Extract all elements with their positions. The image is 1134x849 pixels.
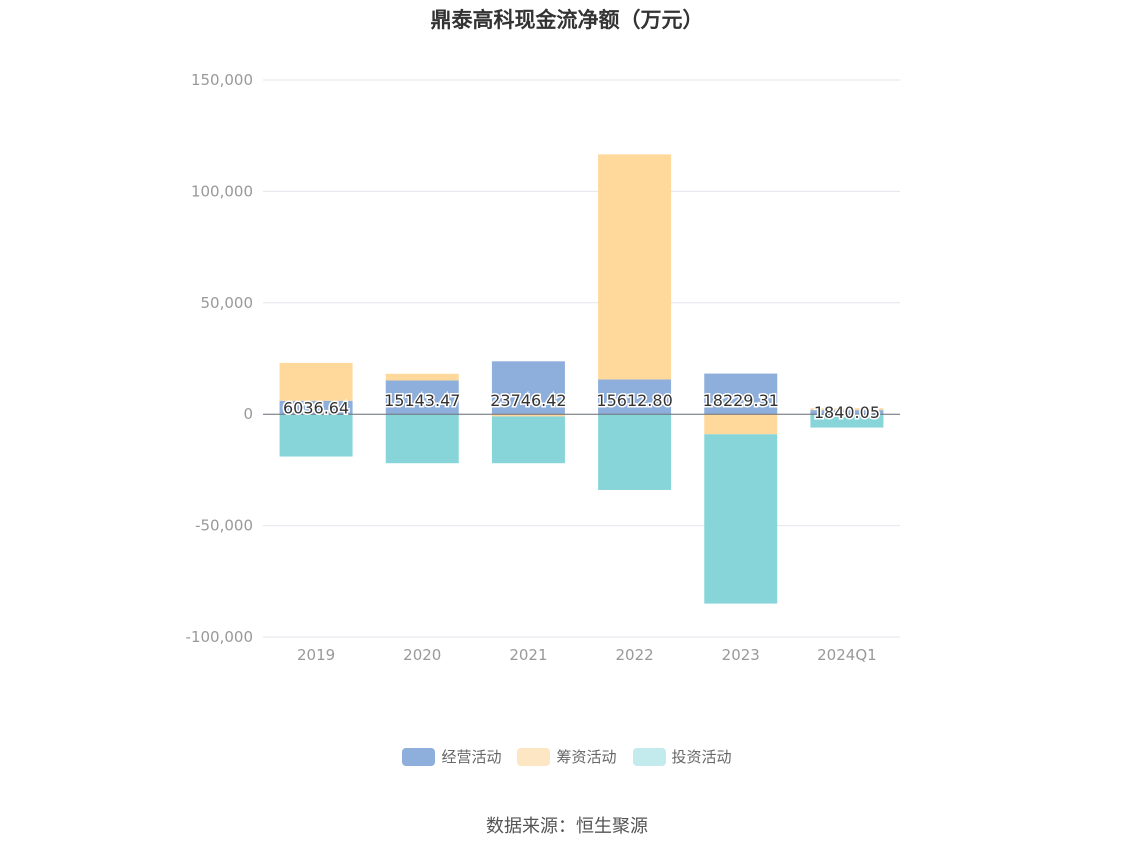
bar-financing-2021[interactable] (491, 414, 565, 417)
bar-operating-2021[interactable] (491, 361, 565, 415)
legend-item-investing[interactable]: 投资活动 (632, 746, 732, 767)
data-source: 数据来源：恒生聚源 (486, 816, 648, 837)
bars (279, 154, 884, 604)
bar-operating-2020[interactable] (385, 380, 459, 415)
bar-financing-2024Q1[interactable] (810, 408, 884, 411)
bar-operating-2023[interactable] (704, 373, 778, 415)
bar-financing-2019[interactable] (279, 362, 353, 401)
bar-investing-2021[interactable] (491, 416, 565, 464)
bar-operating-2022[interactable] (598, 379, 672, 415)
bar-investing-2022[interactable] (598, 414, 672, 490)
bar-financing-2023[interactable] (704, 414, 778, 435)
y-tick-label: 50,000 (201, 294, 254, 312)
x-tick-label: 2021 (509, 646, 547, 664)
y-tick-label: -50,000 (195, 517, 253, 535)
chart-title: 鼎泰高科现金流净额（万元） (430, 8, 704, 32)
legend-label-financing: 筹资活动 (556, 748, 617, 766)
legend-swatch-investing (632, 747, 666, 766)
bar-operating-2019[interactable] (279, 400, 353, 415)
legend-item-financing[interactable]: 筹资活动 (517, 746, 617, 767)
y-tick-label: 100,000 (191, 182, 253, 200)
x-tick-label: 2019 (297, 646, 335, 664)
x-tick-label: 2023 (722, 646, 760, 664)
grid-lines (263, 79, 900, 638)
y-tick-label: 150,000 (191, 71, 253, 89)
legend: 经营活动 筹资活动 投资活动 (0, 746, 1134, 767)
data-label-operating: 15143.47 (384, 391, 460, 410)
bar-operating-2024Q1[interactable] (810, 410, 884, 415)
y-tick-label: 0 (243, 405, 253, 423)
axes: 150,000 100,000 50,000 0 -50,000 -100,000 2019… (186, 71, 900, 664)
legend-label-investing: 投资活动 (671, 748, 732, 766)
x-tick-label: 2020 (403, 646, 441, 664)
data-label-operating: 1840.05 (814, 403, 880, 422)
bar-investing-2023[interactable] (704, 434, 778, 604)
bar-investing-2020[interactable] (385, 414, 459, 464)
bar-financing-2022[interactable] (598, 154, 672, 380)
legend-swatch-financing (517, 747, 551, 766)
legend-swatch-operating (402, 747, 436, 766)
data-label-operating: 18229.31 (703, 391, 779, 410)
bar-financing-2020[interactable] (385, 373, 459, 381)
bar-investing-2019[interactable] (279, 414, 353, 457)
y-tick-label: -100,000 (186, 628, 253, 646)
data-label-operating: 15612.80 (596, 391, 672, 410)
bar-investing-2024Q1[interactable] (810, 414, 884, 428)
data-labels: 6036.64 15143.47 23746.42 15612.80 18229.31 1… (281, 390, 881, 424)
legend-label-operating: 经营活动 (441, 748, 502, 766)
x-tick-label: 2024Q1 (817, 646, 877, 664)
data-label-operating: 23746.42 (490, 391, 566, 410)
x-tick-label: 2022 (615, 646, 653, 664)
legend-item-operating[interactable]: 经营活动 (402, 746, 501, 767)
data-label-operating: 6036.64 (283, 398, 349, 417)
